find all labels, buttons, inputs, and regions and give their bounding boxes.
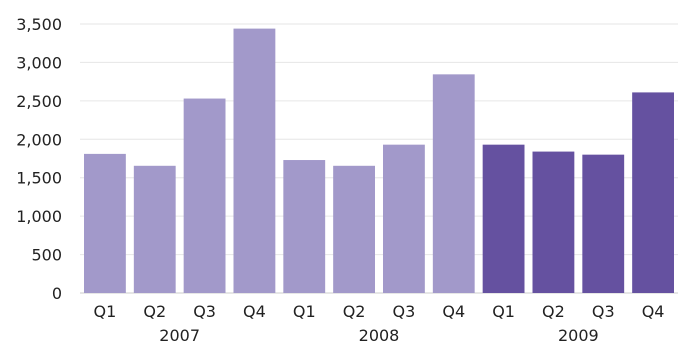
- year-group-label: 2008: [359, 326, 400, 345]
- grid-layer: [80, 23, 678, 294]
- x-tick-label: Q3: [393, 302, 416, 321]
- bar: [482, 144, 525, 293]
- year-group-label: 2007: [159, 326, 200, 345]
- bar: [383, 144, 425, 293]
- y-tick-label: 0: [52, 284, 62, 303]
- y-axis-tick-labels: 0 500 1,000 1,500 2,000 2,500 3,000 3,500: [16, 15, 62, 303]
- bar: [84, 153, 126, 293]
- x-tick-label: Q3: [193, 302, 216, 321]
- x-tick-label: Q4: [243, 302, 266, 321]
- x-tick-label: Q1: [492, 302, 515, 321]
- bar: [183, 98, 226, 294]
- x-tick-label: Q2: [343, 302, 366, 321]
- y-tick-label: 2,000: [16, 130, 62, 149]
- y-tick-label: 500: [31, 246, 62, 265]
- y-tick-label: 3,500: [16, 15, 62, 34]
- x-axis-year-labels: 2007 2008 2009: [159, 326, 598, 345]
- y-tick-label: 3,000: [16, 53, 62, 72]
- x-axis-category-labels: Q1 Q2 Q3 Q4 Q1 Q2 Q3 Q4 Q1 Q2 Q3 Q4: [94, 302, 665, 321]
- x-tick-label: Q4: [442, 302, 465, 321]
- bar: [133, 165, 176, 293]
- x-tick-label: Q4: [642, 302, 665, 321]
- bar: [283, 160, 326, 293]
- x-tick-label: Q2: [143, 302, 166, 321]
- bars: [84, 28, 674, 294]
- x-tick-label: Q2: [542, 302, 565, 321]
- bar: [233, 28, 276, 294]
- y-tick-label: 2,500: [16, 92, 62, 111]
- bar: [432, 74, 475, 293]
- bar: [532, 151, 575, 293]
- y-tick-label: 1,500: [16, 169, 62, 188]
- y-tick-label: 1,000: [16, 207, 62, 226]
- bar: [632, 92, 674, 293]
- x-tick-label: Q1: [94, 302, 117, 321]
- x-tick-label: Q1: [293, 302, 316, 321]
- bar: [333, 165, 375, 293]
- year-group-label: 2009: [558, 326, 599, 345]
- x-tick-label: Q3: [592, 302, 615, 321]
- bar: [582, 154, 625, 293]
